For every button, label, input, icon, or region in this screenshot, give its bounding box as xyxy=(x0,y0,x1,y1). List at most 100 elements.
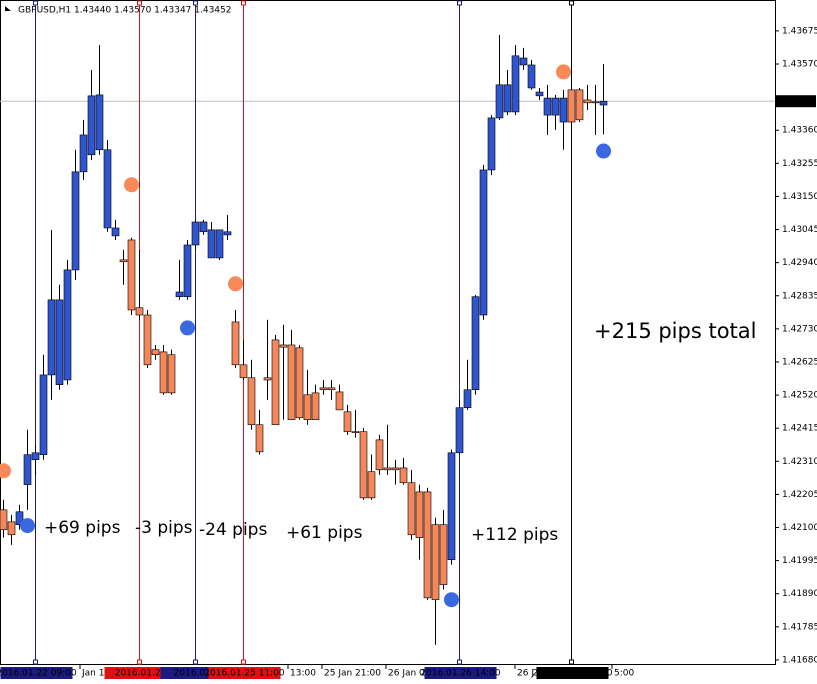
candle-body xyxy=(95,94,104,151)
candle-body xyxy=(199,221,208,233)
candle-body xyxy=(0,509,8,531)
candle-body xyxy=(583,99,592,104)
vline-label: 2016.01.25 11:00 xyxy=(204,669,285,679)
trade-marker xyxy=(228,276,243,292)
candle-body xyxy=(559,97,568,123)
candle-body xyxy=(87,95,96,156)
candle-body xyxy=(247,377,256,426)
trade-marker xyxy=(0,463,11,479)
candle-body xyxy=(383,467,392,471)
candle-body xyxy=(511,55,520,113)
y-tick-label: 1.42940 xyxy=(782,258,817,268)
plot-frame xyxy=(0,0,776,665)
vline-handle xyxy=(241,659,246,665)
pips-annotation: -3 pips xyxy=(135,518,193,538)
candle-body xyxy=(423,491,432,599)
candle-body xyxy=(335,391,344,411)
x-tick-label: 25 Jan 21:00 xyxy=(324,669,381,679)
vline-label: 2016.01.22 xyxy=(115,669,167,679)
y-tick-label: 1.42100 xyxy=(782,523,817,533)
candle-body xyxy=(327,387,336,391)
candle-body xyxy=(343,411,352,432)
trade-marker xyxy=(180,320,195,336)
candle-body xyxy=(151,349,160,356)
candle-body xyxy=(15,511,24,525)
y-tick-label: 1.43150 xyxy=(782,192,817,202)
candle-body xyxy=(295,347,304,419)
vline-label-box xyxy=(104,667,177,679)
y-tick-label: 1.43045 xyxy=(782,225,817,235)
candle-body xyxy=(319,387,328,391)
candle-body xyxy=(431,524,440,601)
y-tick-label: 1.41680 xyxy=(782,655,817,665)
candle-body xyxy=(215,229,224,259)
trade-marker xyxy=(596,143,611,159)
candle-body xyxy=(567,89,576,123)
candle-body xyxy=(439,524,448,585)
vline-handle xyxy=(457,0,462,6)
candle-body xyxy=(591,101,600,104)
vline-handle xyxy=(241,0,246,6)
candle-body xyxy=(359,431,368,499)
vline-label-box xyxy=(536,667,609,679)
current-price-label: 1.43452 xyxy=(779,97,816,107)
pips-annotation: -24 pips xyxy=(199,520,267,540)
y-tick-label: 1.42415 xyxy=(782,424,817,434)
candle-body xyxy=(103,149,112,229)
candle-body xyxy=(367,471,376,499)
y-tick-label: 1.43570 xyxy=(782,60,817,70)
candle-body xyxy=(351,431,360,433)
y-tick-label: 1.42520 xyxy=(782,391,817,401)
candle-body xyxy=(255,424,264,453)
vline-handle xyxy=(137,0,142,6)
trade-marker xyxy=(444,592,459,608)
candle-body xyxy=(55,299,64,385)
y-tick-label: 1.41995 xyxy=(782,556,817,566)
pips-annotation: +69 pips xyxy=(44,518,121,538)
candle-body xyxy=(399,467,408,484)
trade-marker xyxy=(20,518,35,534)
y-tick-label: 1.43360 xyxy=(782,126,817,136)
candle-body xyxy=(463,389,472,409)
candle-body xyxy=(287,344,296,420)
vline-label-box xyxy=(208,667,281,679)
candle-body xyxy=(279,344,288,348)
y-tick-label: 1.42310 xyxy=(782,457,817,467)
candle-body xyxy=(471,296,480,391)
vline-handle xyxy=(569,0,574,6)
y-tick-label: 1.43675 xyxy=(782,26,817,36)
candle-body xyxy=(119,259,128,263)
vline-handle xyxy=(569,659,574,665)
candle-body xyxy=(263,377,272,381)
candle-body xyxy=(271,339,280,426)
candle-body xyxy=(159,351,168,394)
vline-handle xyxy=(193,659,198,665)
chart-title: GBPUSD,H1 1.43440 1.43570 1.43347 1.4345… xyxy=(18,6,231,16)
candle-body xyxy=(311,392,320,420)
vline-label: 2016.01.26 14:00 xyxy=(420,669,501,679)
x-tick-label: 13:00 xyxy=(290,669,316,679)
y-tick-label: 1.41890 xyxy=(782,589,817,599)
pips-annotation: +112 pips xyxy=(471,525,558,545)
candle-body xyxy=(223,231,232,236)
vline-label: 2016.01.27 04:00 xyxy=(532,669,613,679)
candle-body xyxy=(167,354,176,394)
candle-body xyxy=(207,229,216,259)
y-tick-label: 1.42730 xyxy=(782,324,817,334)
y-tick-label: 1.43255 xyxy=(782,159,817,169)
candle-body xyxy=(487,117,496,171)
y-tick-label: 1.42835 xyxy=(782,291,817,301)
candle-body xyxy=(599,100,608,106)
candle-body xyxy=(63,269,72,381)
candle-body xyxy=(543,97,552,116)
candle-body xyxy=(191,221,200,246)
candle-body xyxy=(551,97,560,116)
y-tick-label: 1.41785 xyxy=(782,622,817,632)
vline-label-box xyxy=(0,667,73,679)
candle-body xyxy=(415,491,424,538)
vline-handle xyxy=(193,0,198,6)
candle-body xyxy=(535,91,544,97)
candle-body xyxy=(79,134,88,173)
